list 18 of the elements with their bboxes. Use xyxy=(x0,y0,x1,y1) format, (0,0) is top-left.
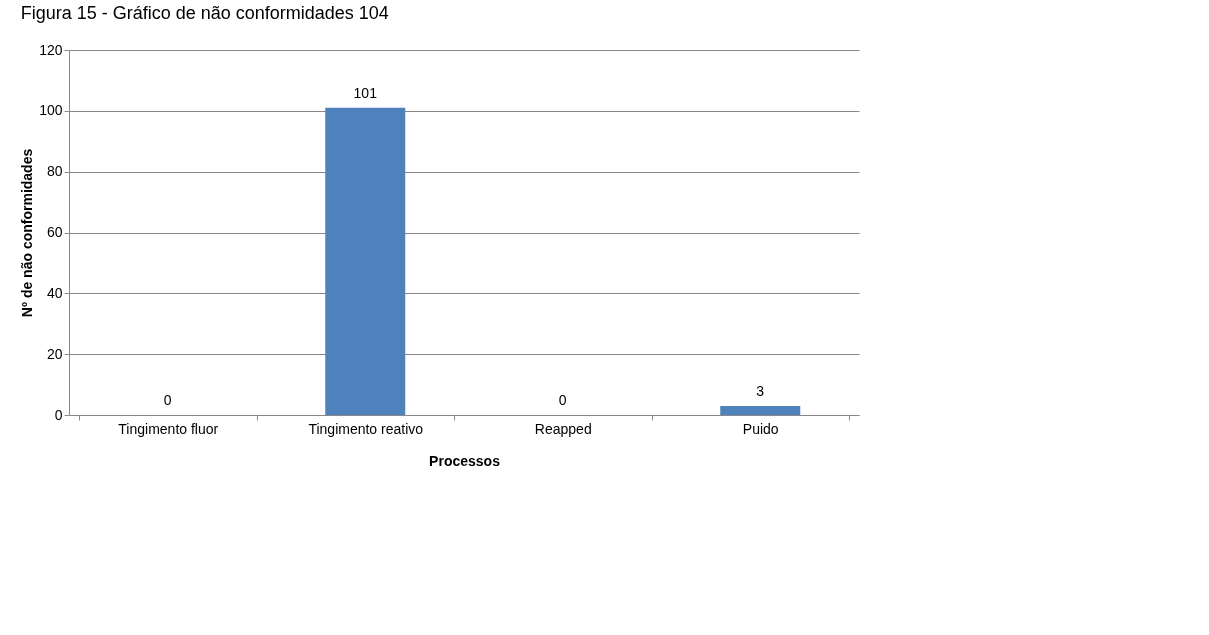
chart-title: Figura 15 - Gráfico de não conformidades 104 xyxy=(20,3,389,23)
y-tick-label: 0 xyxy=(54,406,63,423)
y-tick-label: 80 xyxy=(46,163,63,180)
y-axis-title: Nº de não conformidades xyxy=(19,148,36,318)
data-label: 0 xyxy=(163,392,172,408)
y-tick-label: 20 xyxy=(46,345,63,362)
x-tick-label: Puido xyxy=(742,420,779,437)
x-tick-label: Reapped xyxy=(534,420,592,437)
x-tick-label: Tingimento fluor xyxy=(118,420,219,437)
y-tick-label: 60 xyxy=(46,224,63,240)
y-tick-label: 120 xyxy=(39,41,63,58)
y-tick-label: 100 xyxy=(39,102,63,119)
data-label: 3 xyxy=(756,382,765,399)
y-tick-label: 40 xyxy=(46,284,63,301)
x-tick-label: Tingimento reativo xyxy=(308,420,424,437)
x-axis-title: Processos xyxy=(429,452,501,469)
data-label: 101 xyxy=(353,84,378,101)
data-label: 0 xyxy=(558,392,567,408)
